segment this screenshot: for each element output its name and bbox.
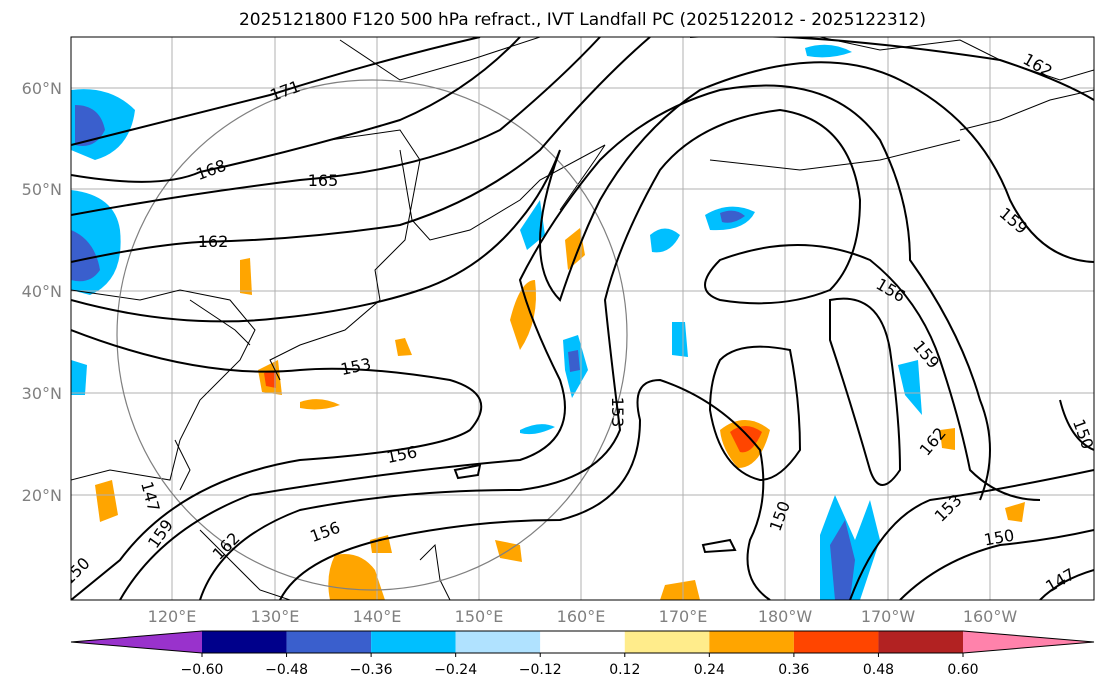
lon-label: 160°W xyxy=(963,607,1018,626)
contour-label: 153 xyxy=(608,397,627,428)
colorbar-extend-high xyxy=(963,631,1094,653)
contour-label: 165 xyxy=(308,171,339,190)
colorbar-segment xyxy=(878,631,963,653)
longitude-labels: 120°E 130°E 140°E 150°E 160°E 170°E 180°… xyxy=(148,607,1018,626)
contour-label: 150 xyxy=(982,526,1015,550)
contour-label: 162 xyxy=(209,529,244,564)
colorbar-segment xyxy=(793,631,879,653)
contour-label: 150 xyxy=(766,499,794,534)
contour-label: 147 xyxy=(1042,564,1078,596)
contour-label: 156 xyxy=(385,442,419,467)
contour-label: 147 xyxy=(137,479,163,513)
contour-label: 150 xyxy=(1069,417,1097,452)
colorbar-extend-low xyxy=(71,631,202,653)
colorbar-tick-label: −0.24 xyxy=(434,662,477,678)
colorbar: −0.60 −0.48 −0.36 −0.24 −0.12 0.12 0.24 0.36 0.4… xyxy=(70,630,1095,678)
lon-label: 180°W xyxy=(758,607,813,626)
lat-label: 40°N xyxy=(22,282,62,301)
lon-label: 150°E xyxy=(455,607,504,626)
colorbar-tick-label: 0.48 xyxy=(863,662,894,678)
colorbar-tick-label: −0.12 xyxy=(519,662,562,678)
colorbar-tick-label: −0.48 xyxy=(265,662,308,678)
contour-label: 168 xyxy=(194,156,229,184)
colorbar-tick-label: 0.24 xyxy=(694,662,725,678)
contour-label: 153 xyxy=(339,354,373,379)
shading xyxy=(71,44,1025,600)
lon-label: 170°W xyxy=(861,607,916,626)
contour-label: 156 xyxy=(873,274,909,306)
lat-label: 30°N xyxy=(22,384,62,403)
contour-label: 171 xyxy=(268,77,303,105)
coastlines xyxy=(71,37,1094,600)
lon-label: 170°E xyxy=(659,607,708,626)
colorbar-tick-label: 0.12 xyxy=(609,662,640,678)
lat-label: 20°N xyxy=(22,486,62,505)
colorbar-segment xyxy=(455,631,541,653)
lat-label: 50°N xyxy=(22,180,62,199)
colorbar-segment xyxy=(540,631,625,653)
colorbar-tick-label: −0.60 xyxy=(181,662,224,678)
colorbar-segment xyxy=(286,631,372,653)
colorbar-tick-label: 0.60 xyxy=(947,662,978,678)
colorbar-segment xyxy=(709,631,794,653)
contour-label: 156 xyxy=(308,518,343,546)
lon-label: 140°E xyxy=(353,607,402,626)
lat-label: 60°N xyxy=(22,79,62,98)
latitude-labels: 60°N 50°N 40°N 30°N 20°N xyxy=(22,79,62,505)
graticule xyxy=(71,37,1094,600)
colorbar-tick-label: 0.36 xyxy=(778,662,809,678)
colorbar-segment xyxy=(624,631,710,653)
colorbar-segment xyxy=(371,631,456,653)
lon-label: 120°E xyxy=(148,607,197,626)
figure-title: 2025121800 F120 500 hPa refract., IVT La… xyxy=(238,10,926,30)
map-frame xyxy=(70,36,1095,601)
height-contours xyxy=(71,37,1094,600)
contour-label: 162 xyxy=(916,424,950,460)
contour-label: 150 xyxy=(59,554,94,589)
colorbar-segment xyxy=(202,631,287,653)
contour-label: 159 xyxy=(996,204,1032,238)
contour-label: 162 xyxy=(198,232,229,251)
lon-label: 160°E xyxy=(557,607,606,626)
colorbar-tick-label: −0.36 xyxy=(350,662,393,678)
radius-circle xyxy=(116,79,628,591)
lon-label: 130°E xyxy=(251,607,300,626)
